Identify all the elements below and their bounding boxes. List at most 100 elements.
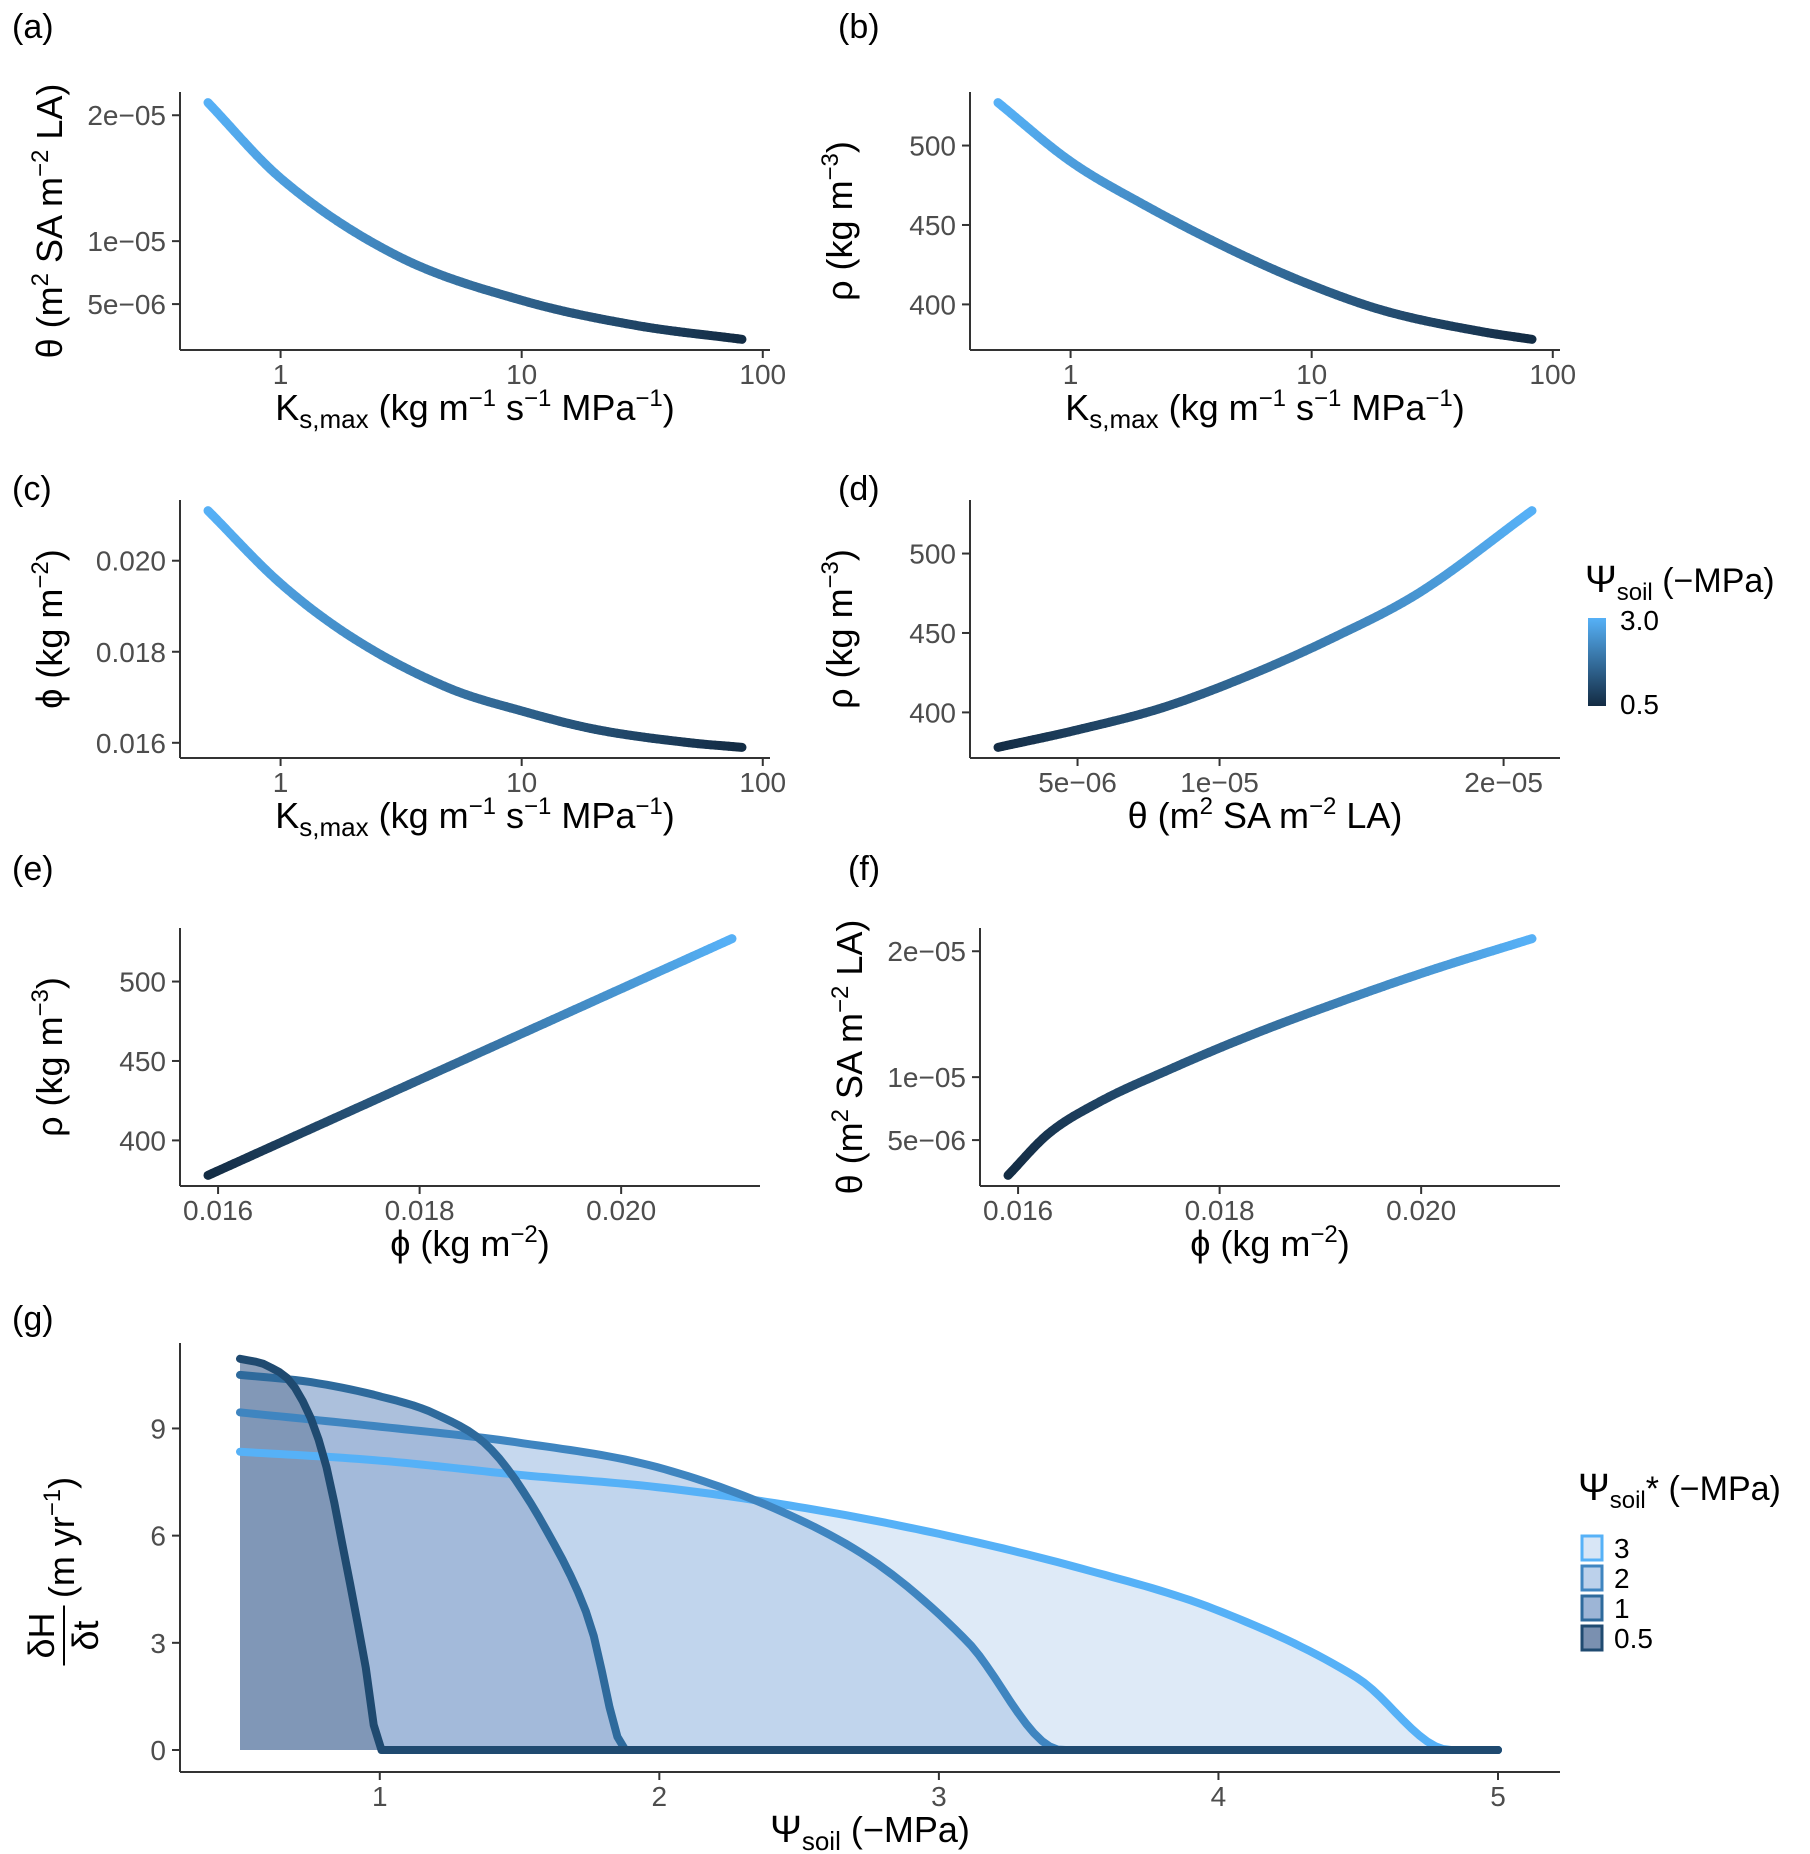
legend-title-part: *: [1646, 1470, 1659, 1508]
panel-a-y-axis-title: θ (m2 SA m−2 LA): [27, 84, 70, 359]
panel-d: (d) 5e−06 1e−05 2e−05 400 450 500 θ (m2 SA m−2 …: [817, 470, 1560, 836]
panel-g: (g)Ψsoil (−MPa)δH δt(m yr−1)1 2 3 4 50369Ψsoi…: [12, 1300, 1781, 1854]
panel-d-y-axis-title: ρ (kg m−3): [817, 549, 860, 709]
axis-title-part: 2: [27, 273, 54, 286]
panel-g-y-tick-label: 3: [150, 1628, 166, 1659]
colorbar-psi: Ψ: [1585, 559, 1617, 601]
panel-c-y-tick-label: 0.016: [96, 728, 166, 759]
colorbar-min-label: 0.5: [1620, 689, 1659, 720]
y-title-denominator: δt: [65, 1620, 106, 1650]
panel-f-y-tick-label: 1e−05: [887, 1062, 966, 1093]
axis-title-part: ρ (kg m: [819, 588, 860, 708]
panel-e-x-tick-label: 0.016: [183, 1195, 253, 1226]
panel-c-y-tick-label: 0.020: [96, 546, 166, 577]
panel-e-x-axis-title: ϕ (kg m−2): [390, 1221, 550, 1264]
area-fill-0.5: [240, 1358, 1498, 1750]
panel-g-x-tick-label: 5: [1490, 1781, 1506, 1812]
axis-title-part: MPa: [551, 795, 636, 836]
panel-label-a: (a): [12, 8, 54, 46]
legend-key-0.5: [1580, 1624, 1604, 1652]
panel-g-y-axis-title: δH δt (m yr−1): [21, 1477, 106, 1666]
axis-title-part: s: [496, 795, 524, 836]
panel-label-c: (c): [12, 470, 52, 508]
panel-e-x-tick-label: 0.020: [586, 1195, 656, 1226]
axis-title-part: ): [29, 977, 70, 989]
axis-title-part: K: [1065, 387, 1089, 428]
panel-g-x-tick-label: 4: [1211, 1781, 1227, 1812]
panel-d-x-tick-label: 2e−05: [1464, 767, 1543, 798]
panel-e-y-tick-label: 450: [119, 1046, 166, 1077]
panel-g-y-tick-label: 9: [150, 1413, 166, 1444]
axis-title-part: (m yr: [41, 1516, 82, 1598]
axis-title-part: 2: [1200, 793, 1213, 820]
axis-title-part: ρ (kg m: [29, 1016, 70, 1136]
axis-title-part: ϕ (kg m: [29, 589, 70, 709]
axis-title-part: −3: [27, 989, 54, 1016]
axis-title-part: ): [41, 1477, 82, 1489]
colorbar-gradient: [1588, 618, 1606, 706]
panel-label-d: (d): [838, 470, 880, 508]
panel-b-x-tick-label: 10: [1296, 359, 1327, 390]
axis-title-part: (−MPa): [841, 1809, 970, 1850]
panel-g-y-tick-label: 0: [150, 1735, 166, 1766]
axis-title-part: LA): [1336, 795, 1402, 836]
axis-title-part: LA): [829, 920, 870, 986]
axis-title-part: (kg m: [369, 387, 469, 428]
area-fill-1: [240, 1374, 1498, 1750]
axis-title-part: ): [1338, 1223, 1350, 1264]
y-title-numerator: δH: [21, 1612, 62, 1658]
axis-title-part: −1: [469, 793, 496, 820]
axis-title-part: s,max: [1089, 404, 1158, 434]
axis-title-part: MPa: [1341, 387, 1426, 428]
colorbar-max-label: 3.0: [1620, 605, 1659, 636]
panel-d-curve-segment: [1523, 506, 1537, 519]
panel-e-x-tick-label: 0.018: [385, 1195, 455, 1226]
panel-g-x-tick-label: 2: [652, 1781, 668, 1812]
legend-label-0.5: 0.5: [1614, 1623, 1653, 1654]
panel-b-curve-segment: [1523, 334, 1537, 344]
panel-b-y-tick-label: 400: [909, 289, 956, 320]
panel-b-y-tick-label: 500: [909, 131, 956, 162]
panel-c-x-tick-label: 100: [739, 767, 786, 798]
legend-label-3: 3: [1614, 1533, 1630, 1564]
line-0.5: [236, 1354, 1502, 1754]
colorbar-title: Ψsoil (−MPa): [1585, 559, 1775, 606]
axis-title-part: ϕ (kg m: [1190, 1223, 1310, 1264]
axis-title-part: −2: [827, 986, 854, 1013]
panel-e-y-tick-label: 400: [119, 1125, 166, 1156]
panel-c-x-axis-title: Ks,max (kg m−1 s−1 MPa−1): [275, 793, 675, 842]
axis-title-part: −2: [1309, 793, 1336, 820]
legend-key-3: [1580, 1534, 1604, 1562]
panel-a-x-tick-label: 1: [273, 359, 289, 390]
axis-title-part: −1: [635, 385, 662, 412]
axis-title-part: −2: [1310, 1221, 1337, 1248]
axis-title-part: −1: [1425, 385, 1452, 412]
panel-e-y-tick-label: 500: [119, 967, 166, 998]
axis-title-part: ): [819, 141, 860, 153]
panel-f-x-axis-title: ϕ (kg m−2): [1190, 1221, 1350, 1264]
axis-title-part: −1: [1314, 385, 1341, 412]
line-3: [236, 1447, 1502, 1754]
panel-a-y-tick-label: 5e−06: [87, 289, 166, 320]
panel-a-x-tick-label: 100: [739, 359, 786, 390]
panel-d-x-axis-title: θ (m2 SA m−2 LA): [1128, 793, 1403, 836]
legend-title-part: soil: [1610, 1487, 1646, 1514]
panel-f-x-tick-label: 0.020: [1386, 1195, 1456, 1226]
legend-title-part: (−MPa): [1659, 1470, 1781, 1508]
axis-title-part: −2: [510, 1221, 537, 1248]
panel-g-y-tick-label: 6: [150, 1521, 166, 1552]
panel-b-x-tick-label: 100: [1529, 359, 1576, 390]
colorbar-unit: (−MPa): [1653, 562, 1775, 600]
colorbar-legend: Ψsoil (−MPa) 3.0 0.5: [1585, 559, 1775, 720]
panel-g-x-tick-label: 1: [372, 1781, 388, 1812]
axis-title-part: ): [1453, 387, 1465, 428]
axis-title-part: ϕ (kg m: [390, 1223, 510, 1264]
panel-g-x-tick-label: 3: [931, 1781, 947, 1812]
axis-title-part: −2: [27, 150, 54, 177]
panel-b-y-axis-title: ρ (kg m−3): [817, 141, 860, 301]
axis-title-part: (kg m: [1159, 387, 1259, 428]
legend-label-2: 2: [1614, 1563, 1630, 1594]
